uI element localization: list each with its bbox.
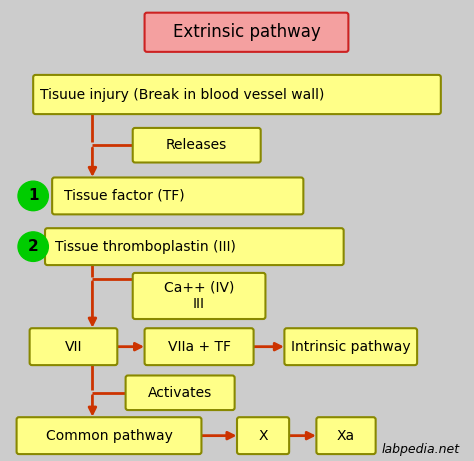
Text: Ca++ (IV)
III: Ca++ (IV) III: [164, 281, 234, 311]
FancyBboxPatch shape: [316, 417, 375, 454]
FancyBboxPatch shape: [33, 75, 441, 114]
Text: Tisuue injury (Break in blood vessel wall): Tisuue injury (Break in blood vessel wal…: [40, 88, 325, 101]
FancyBboxPatch shape: [237, 417, 289, 454]
Text: Xa: Xa: [337, 429, 355, 443]
Text: Activates: Activates: [148, 386, 212, 400]
FancyBboxPatch shape: [145, 13, 348, 52]
FancyBboxPatch shape: [133, 273, 265, 319]
Circle shape: [18, 232, 48, 261]
Text: Extrinsic pathway: Extrinsic pathway: [173, 23, 320, 41]
Text: 2: 2: [28, 239, 38, 254]
Text: labpedia.net: labpedia.net: [382, 443, 460, 456]
FancyBboxPatch shape: [45, 228, 344, 265]
FancyBboxPatch shape: [52, 177, 303, 214]
FancyBboxPatch shape: [29, 328, 117, 365]
FancyBboxPatch shape: [284, 328, 417, 365]
Text: Common pathway: Common pathway: [46, 429, 173, 443]
Text: VII: VII: [65, 340, 82, 354]
Text: Tissue factor (TF): Tissue factor (TF): [64, 189, 184, 203]
FancyBboxPatch shape: [133, 128, 261, 163]
Text: 1: 1: [28, 189, 38, 203]
FancyBboxPatch shape: [126, 375, 235, 410]
Text: Releases: Releases: [166, 138, 228, 152]
Text: VIIa + TF: VIIa + TF: [168, 340, 230, 354]
FancyBboxPatch shape: [145, 328, 254, 365]
Text: Intrinsic pathway: Intrinsic pathway: [291, 340, 410, 354]
Text: X: X: [258, 429, 268, 443]
Circle shape: [18, 181, 48, 211]
FancyBboxPatch shape: [17, 417, 201, 454]
Text: Tissue thromboplastin (III): Tissue thromboplastin (III): [55, 240, 236, 254]
